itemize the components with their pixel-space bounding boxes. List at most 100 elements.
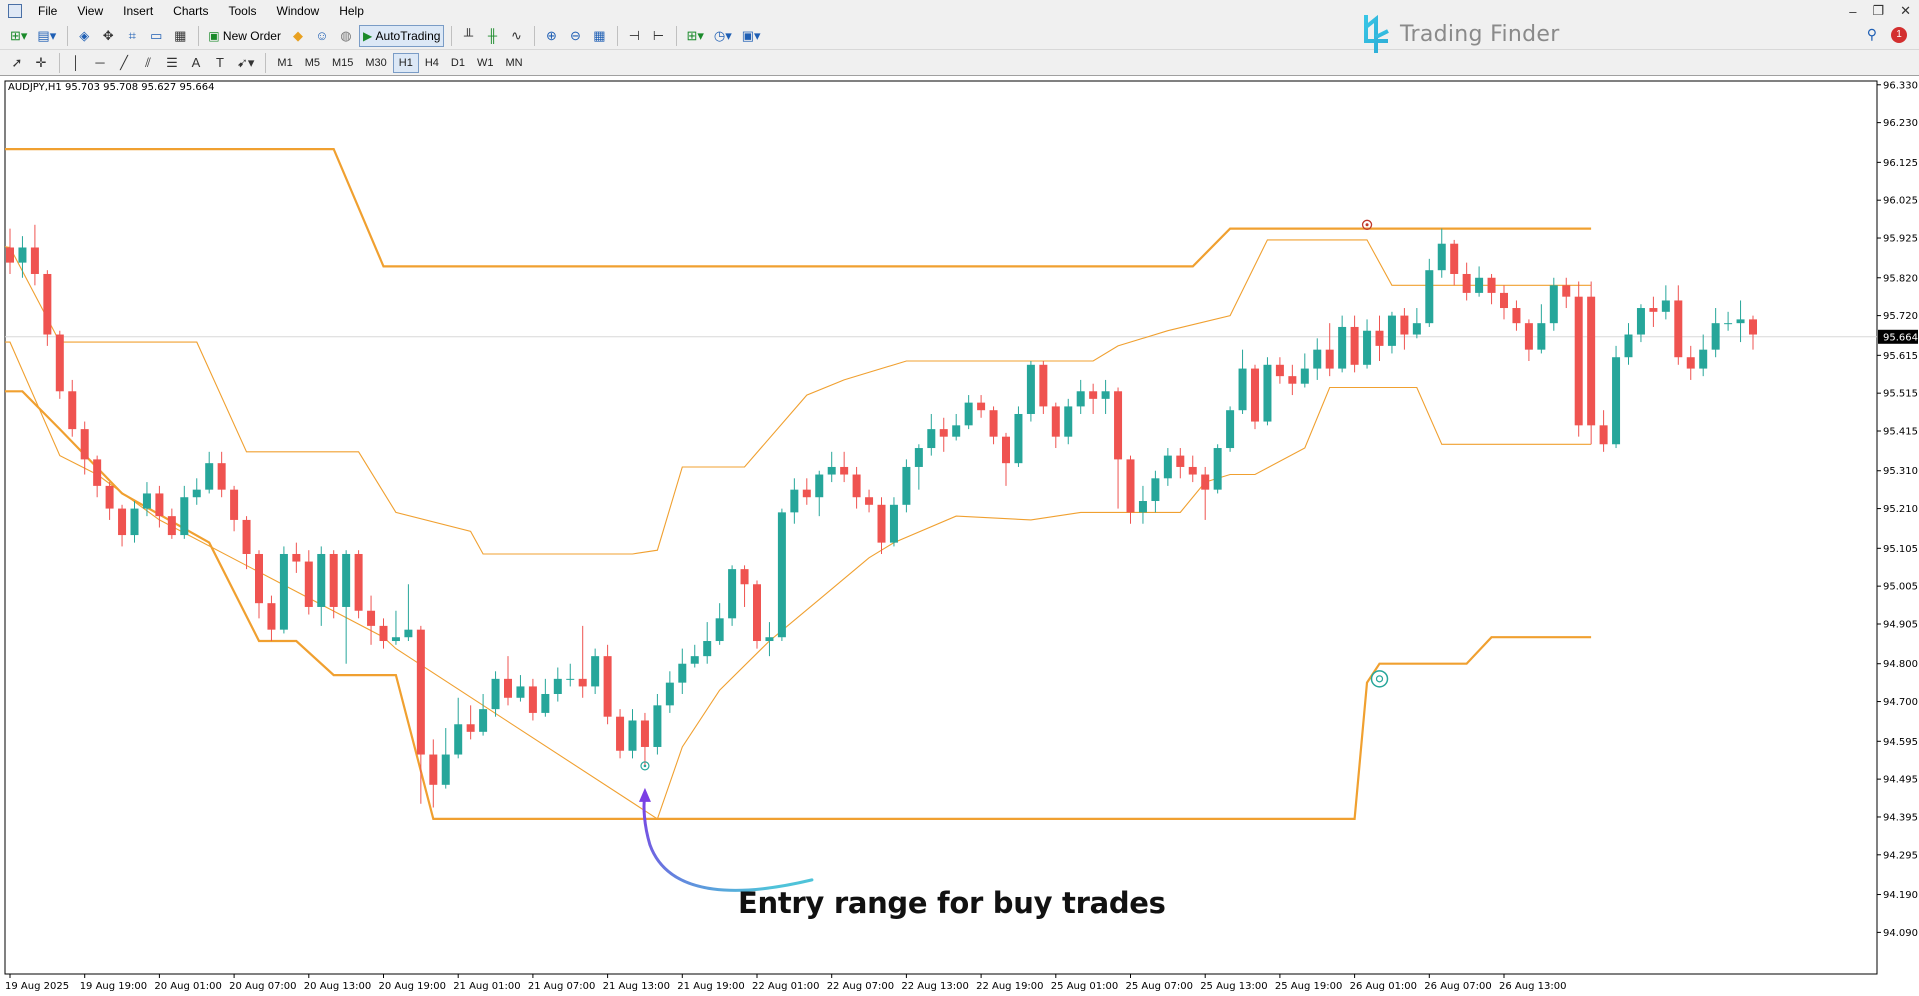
brand-name: Trading Finder xyxy=(1400,21,1560,47)
candle-body xyxy=(6,247,14,263)
text-label-icon[interactable]: T xyxy=(216,55,224,70)
candle xyxy=(180,485,189,539)
candle xyxy=(578,625,587,698)
candle xyxy=(1487,273,1496,305)
candle xyxy=(279,546,288,634)
candle-body xyxy=(939,429,948,437)
time-tick-label: 26 Aug 13:00 xyxy=(1499,981,1566,992)
candle-body xyxy=(1188,466,1197,475)
candle-body xyxy=(1338,326,1347,369)
signals-icon[interactable]: ☺ xyxy=(315,28,329,43)
horizontal-line-icon[interactable]: ─ xyxy=(95,55,105,70)
market-icon[interactable]: ◍ xyxy=(340,27,352,43)
menu-window[interactable]: Window xyxy=(276,4,320,18)
zoom-out-icon[interactable]: ⊖ xyxy=(570,27,581,43)
cursor-icon[interactable]: ➚ xyxy=(11,54,23,70)
metaeditor-icon[interactable]: ◆ xyxy=(292,27,303,43)
new-order-button[interactable]: ▣ New Order xyxy=(208,28,281,43)
candle-body xyxy=(1363,330,1372,365)
tester-icon[interactable]: ▦ xyxy=(174,27,187,43)
tile-windows-icon[interactable]: ▦ xyxy=(593,27,606,43)
vertical-line-icon[interactable]: │ xyxy=(71,55,81,70)
arrows-icon[interactable]: ➹▾ xyxy=(237,54,255,70)
crosshair-icon[interactable]: ✛ xyxy=(35,54,47,70)
periods-icon[interactable]: ◷▾ xyxy=(713,27,732,43)
menu-tools[interactable]: Tools xyxy=(228,4,257,18)
candlestick-chart-icon[interactable]: ╫ xyxy=(487,28,498,43)
candle-body xyxy=(1375,330,1384,346)
indicators-icon[interactable]: ⊞▾ xyxy=(686,27,704,43)
candle-body xyxy=(1400,315,1409,335)
minimize-button[interactable]: – xyxy=(1849,3,1857,19)
data-window-icon[interactable]: ✥ xyxy=(102,27,114,43)
channel-icon[interactable]: ⫽ xyxy=(145,54,151,70)
candle xyxy=(1412,308,1421,339)
price-tick-label: 96.230 xyxy=(1883,118,1918,129)
candle xyxy=(528,678,537,721)
candle-body xyxy=(678,663,687,683)
candle-body xyxy=(840,466,849,475)
menu-file[interactable]: File xyxy=(38,4,58,18)
candle xyxy=(690,644,699,668)
menu-insert[interactable]: Insert xyxy=(123,4,154,18)
candle-body xyxy=(1537,323,1546,350)
templates-icon[interactable]: ▣▾ xyxy=(741,27,761,43)
market-watch-icon[interactable]: ◈ xyxy=(79,27,90,43)
chart-window[interactable]: 96.330 96.230 96.125 96.025 95.925 95.820 95.7… xyxy=(0,78,1919,996)
fibonacci-icon[interactable]: ☰ xyxy=(166,54,178,70)
chart-shift-icon[interactable]: ⊣ xyxy=(628,27,641,43)
candle-body xyxy=(105,485,114,509)
close-button[interactable]: ✕ xyxy=(1900,3,1911,18)
timeframe-d1[interactable]: D1 xyxy=(450,56,465,69)
timeframe-m15[interactable]: M15 xyxy=(331,56,354,69)
navigator-icon[interactable]: ⌗ xyxy=(128,27,136,43)
text-icon[interactable]: A xyxy=(191,55,201,70)
time-axis[interactable]: 19 Aug 2025 19 Aug 19:00 20 Aug 01:00 20 Au… xyxy=(5,974,1566,992)
timeframe-m1[interactable]: M1 xyxy=(277,56,293,69)
auto-scroll-icon[interactable]: ⊢ xyxy=(652,27,665,43)
profiles-icon[interactable]: ▤▾ xyxy=(37,27,57,43)
timeframe-m5[interactable]: M5 xyxy=(304,56,320,69)
price-axis[interactable]: 96.330 96.230 96.125 96.025 95.925 95.820 95.7… xyxy=(1877,80,1918,939)
candle xyxy=(1587,281,1596,445)
menu-help[interactable]: Help xyxy=(339,4,364,18)
chart-canvas[interactable]: 96.330 96.230 96.125 96.025 95.925 95.820 95.7… xyxy=(0,78,1919,996)
candle xyxy=(379,618,388,649)
autotrading-button[interactable]: ▶ AutoTrading xyxy=(358,24,445,47)
candle-body xyxy=(1462,273,1471,293)
candle-body xyxy=(1387,315,1396,346)
bar-chart-icon[interactable]: ╨ xyxy=(463,28,474,43)
price-tick-label: 94.595 xyxy=(1883,737,1918,748)
terminal-icon[interactable]: ▭ xyxy=(150,27,163,43)
top-right-tools: ⚲ 1 xyxy=(1867,26,1907,43)
line-chart-icon[interactable]: ∿ xyxy=(511,27,522,43)
candle xyxy=(1288,364,1297,396)
candle-body xyxy=(479,709,488,732)
zoom-in-icon[interactable]: ⊕ xyxy=(546,27,557,43)
restore-button[interactable]: ❐ xyxy=(1872,3,1885,18)
candle-body xyxy=(1138,501,1147,513)
candle xyxy=(142,482,151,517)
timeframe-m30[interactable]: M30 xyxy=(365,56,387,69)
timeframe-w1[interactable]: W1 xyxy=(476,56,494,69)
candle-body xyxy=(1500,292,1508,309)
candle xyxy=(217,451,226,498)
menu-view[interactable]: View xyxy=(77,4,104,18)
menu-charts[interactable]: Charts xyxy=(173,4,209,18)
new-chart-icon[interactable]: ⊞▾ xyxy=(10,27,28,43)
candle-body xyxy=(404,629,413,638)
candle-body xyxy=(889,504,898,543)
candle xyxy=(1749,315,1757,350)
candle xyxy=(964,395,973,430)
timeframe-h1[interactable]: H1 xyxy=(392,52,419,73)
timeframe-mn[interactable]: MN xyxy=(505,56,523,69)
notification-badge[interactable]: 1 xyxy=(1891,26,1907,43)
candle xyxy=(192,478,201,505)
candle xyxy=(1350,315,1359,373)
search-icon[interactable]: ⚲ xyxy=(1866,26,1877,42)
candle xyxy=(1674,285,1683,365)
candle xyxy=(1201,466,1210,520)
timeframe-h4[interactable]: H4 xyxy=(424,56,439,69)
trendline-icon[interactable]: ╱ xyxy=(120,54,128,70)
price-tick-label: 95.720 xyxy=(1883,311,1918,322)
